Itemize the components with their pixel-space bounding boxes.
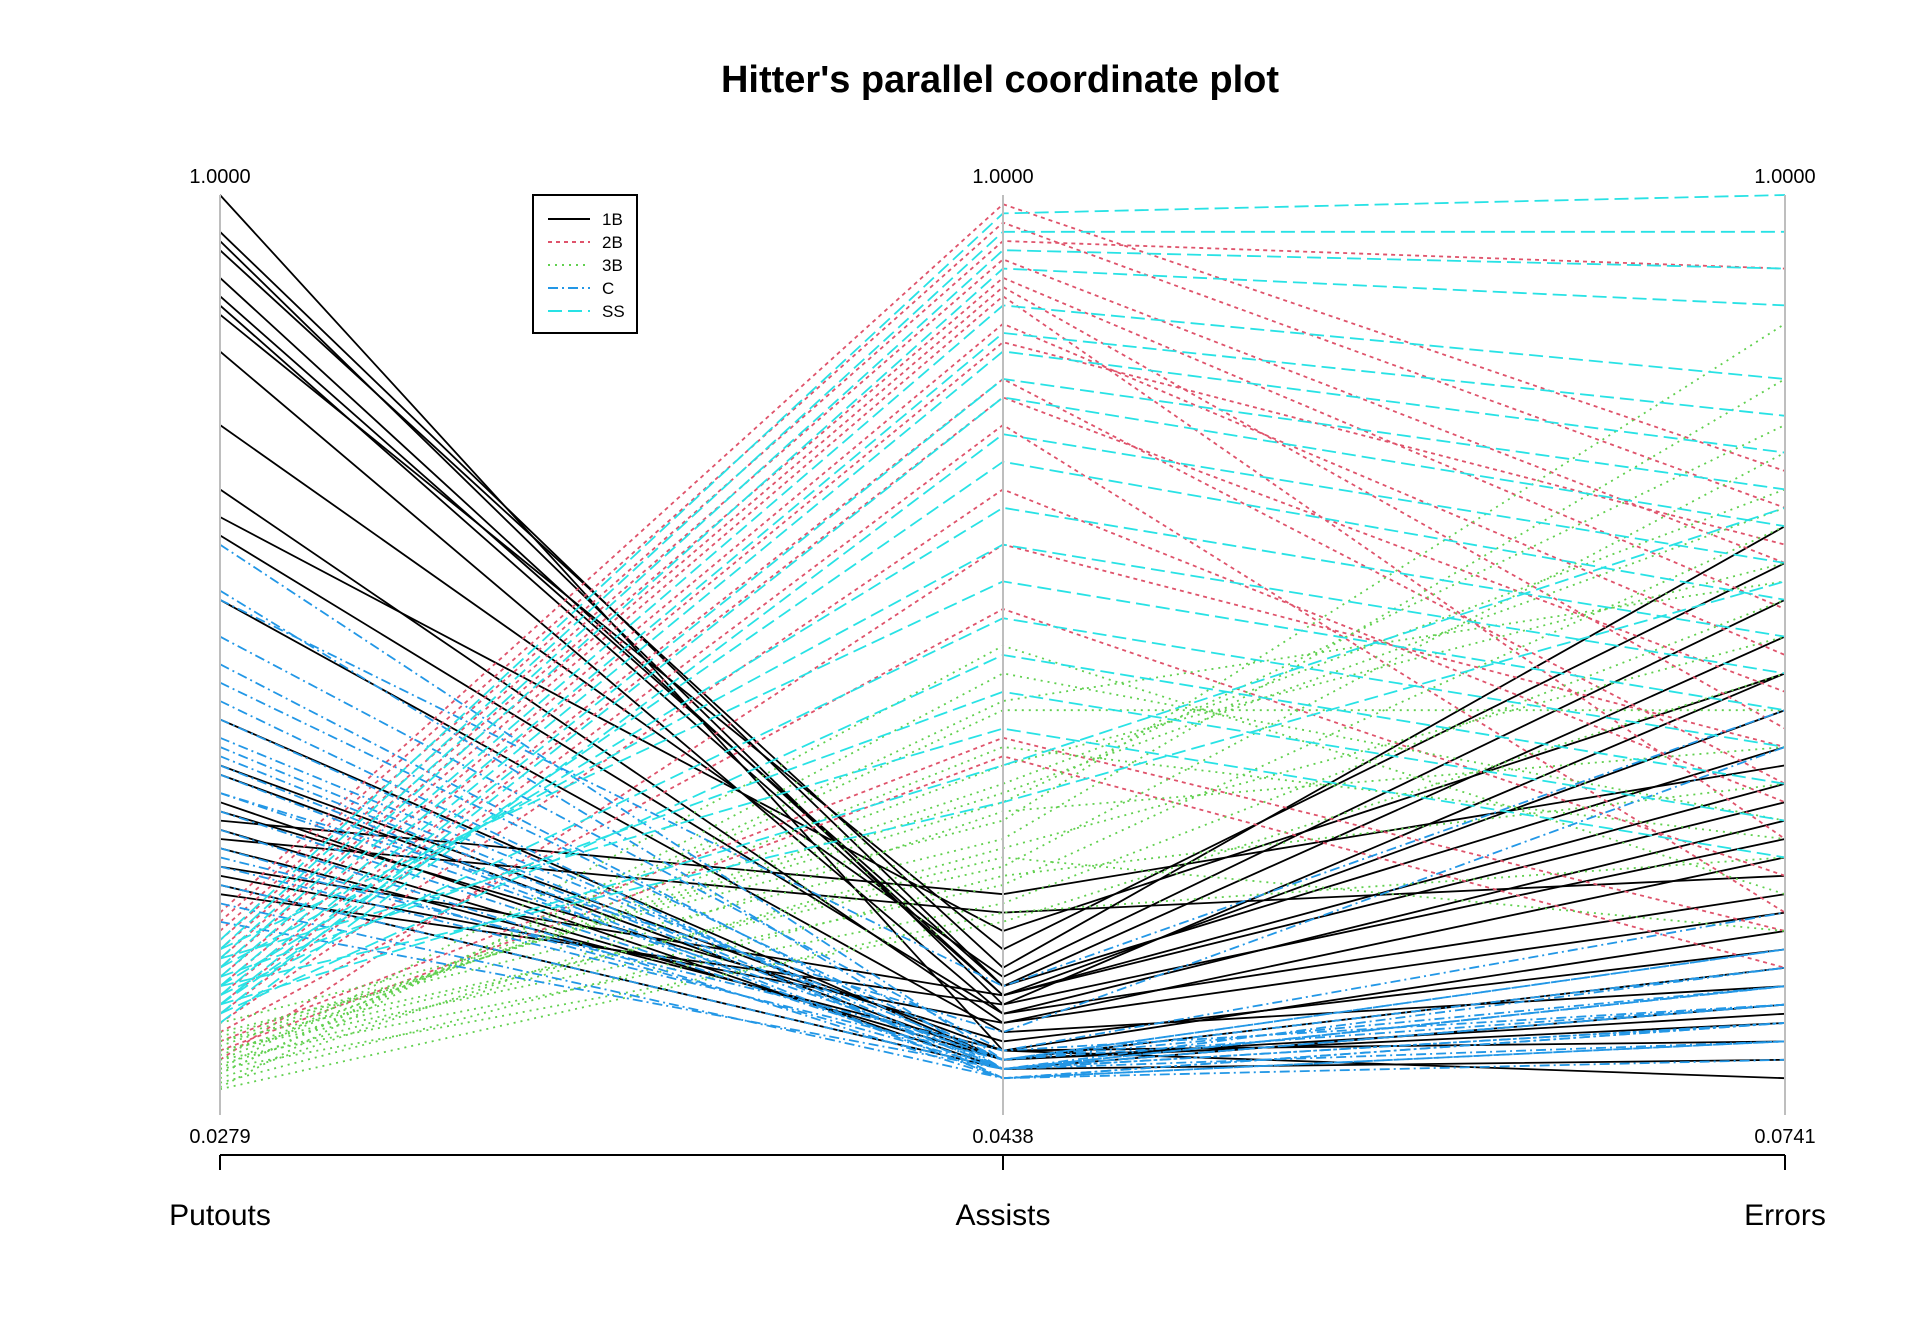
errors-max-label: 1.0000 [1754, 166, 1815, 188]
series-c-line-9 [219, 773, 1786, 1080]
errors-min-label: 0.0741 [1754, 1126, 1815, 1148]
series-3b-line-3 [219, 451, 1786, 1043]
series-2b-line-6 [219, 295, 1786, 969]
legend-label-c: C [602, 279, 614, 298]
series-3b-line-14 [219, 856, 1786, 1091]
series-3b-line-18 [219, 746, 1786, 1061]
series-3b-line-13 [219, 672, 1786, 1089]
putouts-min-label: 0.0279 [189, 1126, 250, 1148]
series-ss-line-5 [219, 332, 1786, 987]
assists-max-label: 1.0000 [972, 166, 1033, 188]
series-3b-line-17 [219, 506, 1786, 1043]
series-3b-line-10 [219, 709, 1785, 1075]
series-ss-line-17 [219, 727, 1786, 960]
series-3b-line-19 [219, 580, 1786, 1075]
assists-min-label: 0.0438 [972, 1126, 1033, 1148]
series-ss-line-2 [219, 249, 1786, 960]
series-ss-line-8 [219, 396, 1786, 1015]
legend-label-3b: 3B [602, 256, 623, 275]
chart-title: Hitter's parallel coordinate plot [721, 59, 1279, 101]
series-2b-line-3 [219, 258, 1786, 941]
legend-label-1b: 1B [602, 210, 623, 229]
series-c-line-18 [219, 598, 1786, 988]
series-c-line-17 [219, 920, 1786, 1070]
series-c-line-0 [219, 543, 1786, 1061]
series-2b-line-8 [219, 341, 1786, 987]
series-2b-line-15 [219, 755, 1786, 1052]
axes-layer [219, 195, 1786, 1115]
legend: 1B 2B 3B C SS [532, 194, 638, 334]
axis-name-putouts: Putouts [169, 1199, 271, 1232]
axis-name-assists: Assists [955, 1199, 1050, 1232]
putouts-max-label: 1.0000 [189, 166, 250, 188]
legend-label-ss: SS [602, 302, 625, 321]
series-2b-line-14 [219, 736, 1786, 1043]
legend-label-2b: 2B [602, 233, 623, 252]
series-3b-line-5 [219, 525, 1786, 1052]
axis-name-errors: Errors [1744, 1199, 1826, 1232]
